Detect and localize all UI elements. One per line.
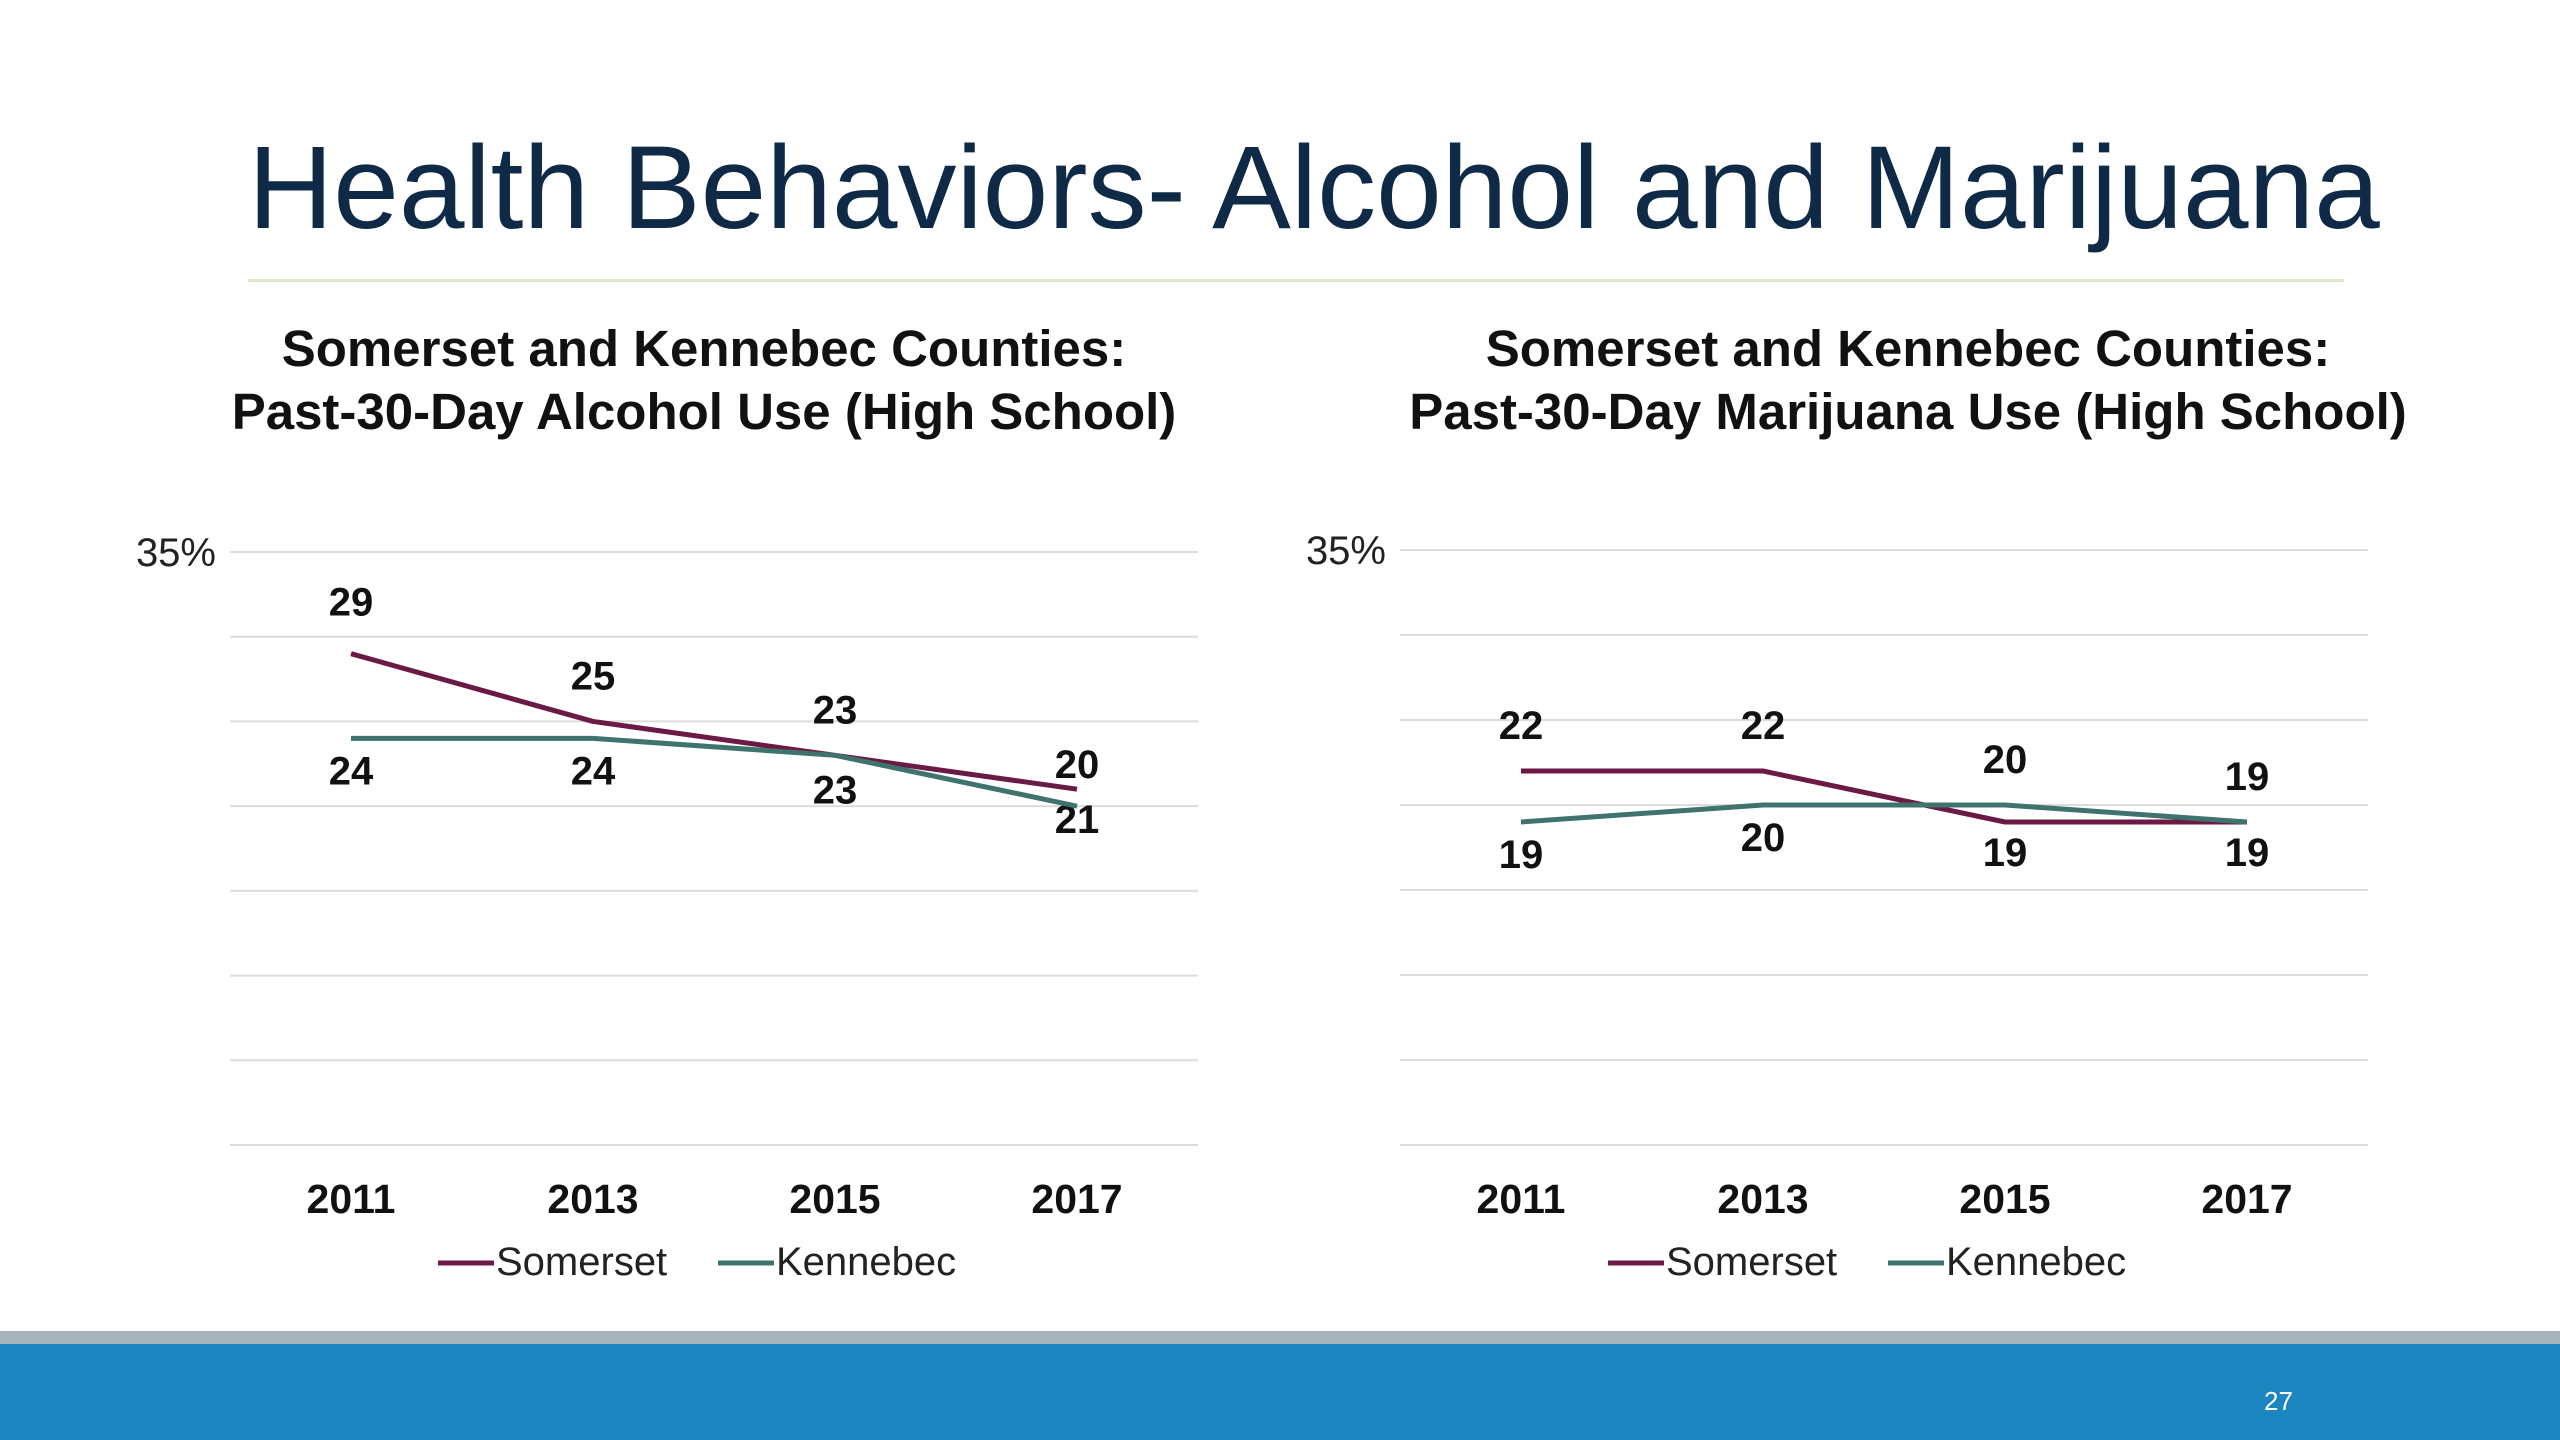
- alcohol-chart-title-line1: Somerset and Kennebec Counties:: [281, 320, 1127, 377]
- legend-label-somerset: Somerset: [496, 1240, 667, 1284]
- data-label-somerset: 29: [329, 581, 374, 625]
- x-tick-label: 2015: [789, 1176, 880, 1222]
- title-divider: [248, 279, 2344, 282]
- x-tick-label: 2011: [1477, 1176, 1566, 1222]
- data-label-kennebec: 23: [813, 768, 858, 812]
- marijuana-chart-title-line2: Past-30-Day Marijuana Use (High School): [1409, 383, 2407, 440]
- y-axis-top-label: 35%: [1306, 529, 1386, 573]
- data-label-somerset: 25: [571, 654, 616, 698]
- data-label-somerset: 19: [2225, 831, 2270, 875]
- data-label-kennebec: 24: [571, 749, 616, 793]
- marijuana-use-chart: 35% 2011 2013 2015 2017 22 22 19 19 19 20 20 19 Somer…: [1306, 529, 2368, 1284]
- x-tick-label: 2017: [2201, 1176, 2292, 1222]
- data-label-kennebec: 20: [1055, 743, 1100, 787]
- footer-bar: [0, 1344, 2560, 1440]
- legend-label-somerset: Somerset: [1666, 1240, 1837, 1284]
- alcohol-chart-title: Somerset and Kennebec Counties: Past-30-…: [114, 317, 1294, 443]
- data-label-kennebec: 19: [2225, 755, 2270, 799]
- page-number: 27: [2264, 1386, 2293, 1416]
- legend-label-kennebec: Kennebec: [1946, 1240, 2126, 1284]
- legend-label-kennebec: Kennebec: [776, 1240, 956, 1284]
- marijuana-chart-title: Somerset and Kennebec Counties: Past-30-…: [1318, 317, 2498, 443]
- data-label-kennebec: 20: [1983, 738, 2028, 782]
- data-label-kennebec: 20: [1741, 816, 1786, 860]
- y-axis-top-label: 35%: [136, 531, 216, 575]
- x-tick-label: 2013: [547, 1176, 638, 1222]
- data-label-somerset: 19: [1983, 831, 2028, 875]
- x-tick-label: 2011: [307, 1176, 396, 1222]
- footer-stripe: [0, 1331, 2560, 1344]
- x-tick-label: 2015: [1959, 1176, 2050, 1222]
- series-line-somerset: [1521, 768, 2247, 825]
- data-label-somerset: 22: [1499, 704, 1544, 748]
- x-tick-label: 2017: [1031, 1176, 1122, 1222]
- data-label-kennebec: 24: [329, 749, 374, 793]
- series-line-kennebec: [1520, 802, 2248, 825]
- series-line-kennebec: [351, 735, 1078, 809]
- alcohol-chart-title-line2: Past-30-Day Alcohol Use (High School): [231, 383, 1177, 440]
- data-label-somerset: 22: [1741, 704, 1786, 748]
- series-line-somerset: [350, 651, 1078, 792]
- x-tick-label: 2013: [1717, 1176, 1808, 1222]
- data-label-kennebec: 19: [1499, 833, 1544, 877]
- data-label-somerset: 23: [813, 688, 858, 732]
- slide-title: Health Behaviors- Alcohol and Marijuana: [248, 122, 2380, 254]
- marijuana-chart-title-line1: Somerset and Kennebec Counties:: [1485, 320, 2331, 377]
